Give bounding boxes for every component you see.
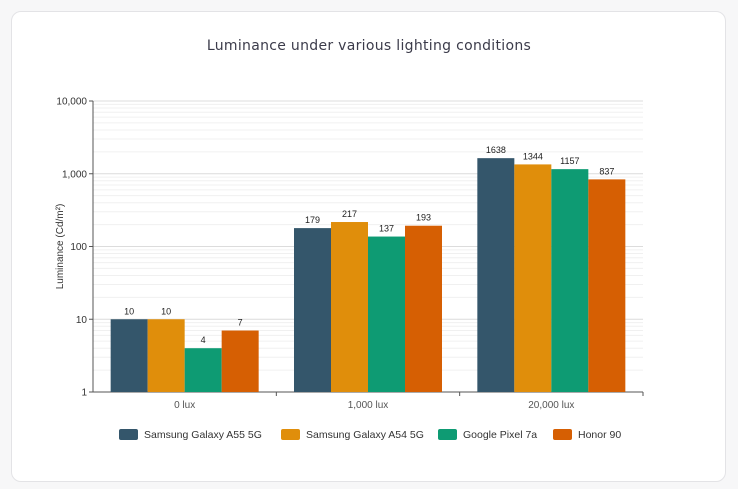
bar [294, 228, 331, 392]
data-label: 137 [379, 224, 394, 234]
legend-swatch [119, 429, 138, 440]
chart-title: Luminance under various lighting conditi… [206, 38, 532, 54]
bar [368, 236, 405, 392]
bar [405, 225, 442, 392]
x-tick-label: 20,000 lux [528, 400, 574, 411]
bar [147, 319, 185, 392]
legend-label: Samsung Galaxy A55 5G [144, 429, 262, 441]
legend-swatch [281, 429, 300, 440]
legend-swatch [438, 429, 457, 440]
bar [551, 169, 589, 392]
data-label: 4 [201, 335, 206, 345]
data-label: 1344 [523, 151, 543, 161]
legend-label: Samsung Galaxy A54 5G [306, 429, 424, 441]
data-label: 179 [305, 215, 320, 225]
y-axis-label: Luminance (Cd/m²) [55, 204, 66, 290]
legend-swatch [553, 429, 572, 440]
legend-label: Google Pixel 7a [463, 429, 537, 441]
x-tick-label: 0 lux [174, 400, 195, 411]
data-label: 10 [124, 306, 134, 316]
y-tick-label: 10,000 [56, 97, 87, 108]
bar [477, 158, 515, 392]
data-label: 7 [238, 318, 243, 328]
bar [221, 330, 259, 392]
data-label: 1638 [486, 145, 506, 155]
y-tick-label: 100 [70, 242, 87, 253]
legend-label: Honor 90 [578, 429, 621, 441]
data-label: 10 [161, 306, 171, 316]
y-tick-label: 1 [81, 388, 87, 399]
data-label: 217 [342, 209, 357, 219]
y-tick-label: 10 [76, 315, 88, 326]
data-label: 193 [416, 213, 431, 223]
bar [184, 348, 222, 392]
bar [110, 319, 148, 392]
bar [514, 164, 552, 392]
bar [588, 179, 626, 392]
data-label: 1157 [560, 156, 579, 166]
bar [331, 222, 368, 392]
data-label: 837 [599, 166, 614, 176]
y-tick-label: 1,000 [62, 169, 87, 180]
x-tick-label: 1,000 lux [348, 400, 389, 411]
